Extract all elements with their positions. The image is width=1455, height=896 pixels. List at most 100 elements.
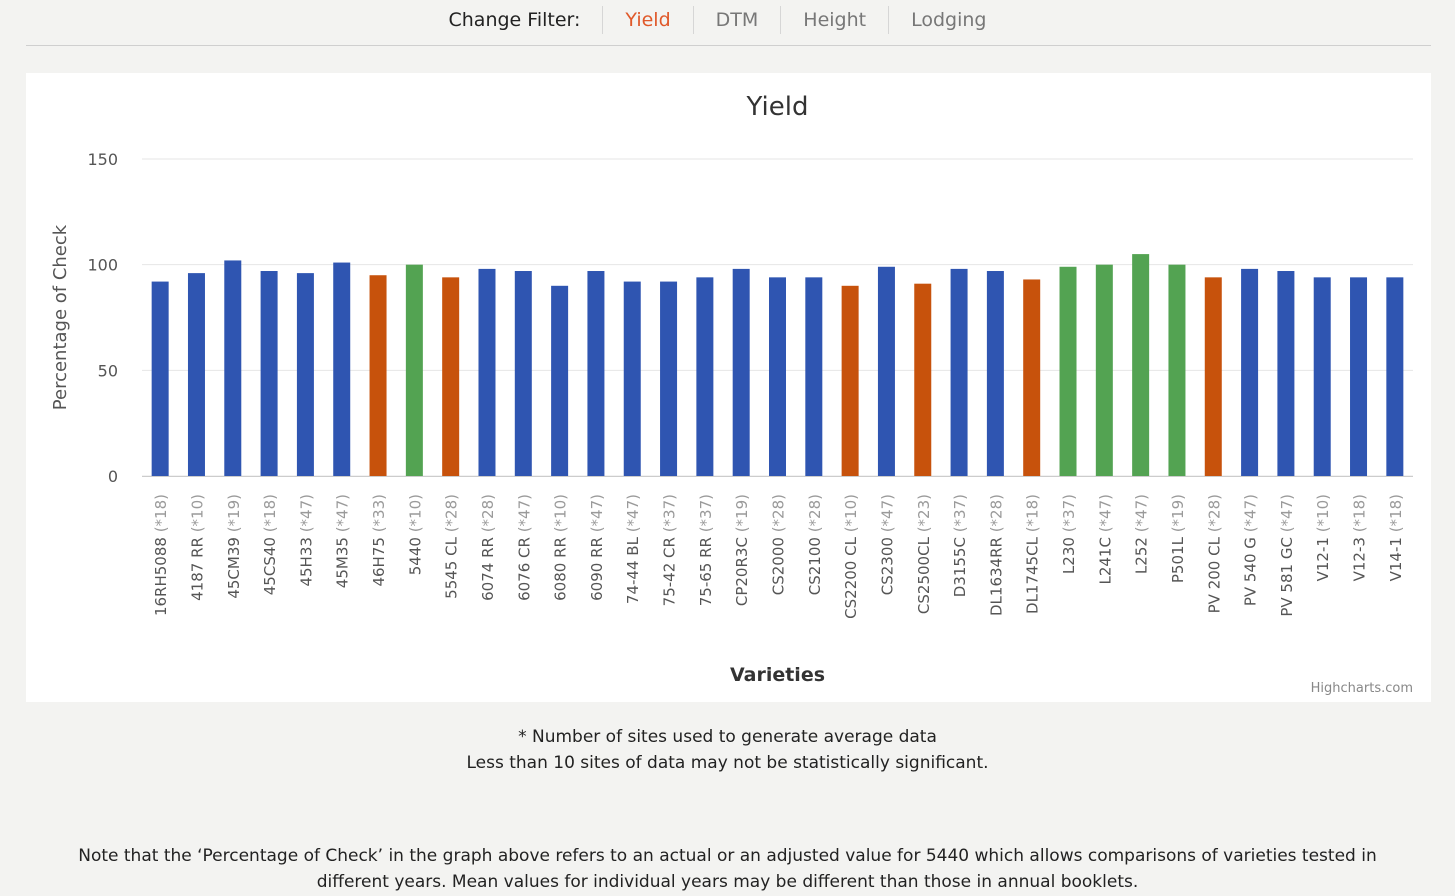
site-count: (*37) xyxy=(951,494,969,532)
site-count: (*28) xyxy=(770,494,788,532)
variety-name: DL1745CL xyxy=(1024,532,1042,614)
variety-name: 46H75 xyxy=(370,532,388,586)
x-tick-label: 75-65 RR (*37) xyxy=(697,494,715,606)
bar-dl1745cl xyxy=(1023,279,1041,476)
x-tick-label: 6090 RR (*47) xyxy=(588,494,606,601)
bar-pv-581-gc xyxy=(1277,271,1295,476)
variety-name: CS2500CL xyxy=(915,532,933,614)
x-tick-label: V12-3 (*18) xyxy=(1351,494,1369,581)
site-count: (*19) xyxy=(733,494,751,532)
variety-name: 5440 xyxy=(406,532,424,575)
filter-options: Change Filter: Yield DTM Height Lodging xyxy=(26,6,1431,34)
x-tick-label: L252 (*47) xyxy=(1133,494,1151,574)
x-tick-label: 5440 (*10) xyxy=(406,494,424,575)
yield-chart: Yield 0 50 100 150 Percentage of Check 16RH508… xyxy=(50,92,1413,686)
bar-45cs40 xyxy=(260,271,278,476)
x-tick-label: PV 581 GC (*47) xyxy=(1278,494,1296,617)
bar-cs2100 xyxy=(805,277,823,476)
highcharts-credit-link[interactable]: Highcharts.com xyxy=(1310,681,1413,696)
site-count: (*10) xyxy=(1314,494,1332,532)
bar-16rh5088 xyxy=(151,281,169,476)
x-tick-label: V14-1 (*18) xyxy=(1387,494,1405,581)
bar-45cm39 xyxy=(224,260,242,476)
bar-75-42-cr xyxy=(660,281,678,476)
bar-cp20r3c xyxy=(732,268,750,476)
bar-46h75 xyxy=(369,275,387,476)
bar-cs2500cl xyxy=(914,283,932,476)
bar-v12-3 xyxy=(1350,277,1368,476)
site-count: (*28) xyxy=(987,494,1005,532)
bar-5440 xyxy=(405,264,423,476)
variety-name: CS2200 CL xyxy=(842,532,860,619)
x-tick-label: 46H75 (*33) xyxy=(370,494,388,587)
site-count: (*47) xyxy=(878,494,896,532)
bar-l230 xyxy=(1059,266,1077,476)
bar-l241c xyxy=(1095,264,1113,476)
y-tick-label: 0 xyxy=(108,467,118,486)
site-count: (*18) xyxy=(152,494,170,532)
bar-6074-rr xyxy=(478,268,496,476)
y-tick-label: 150 xyxy=(87,150,118,169)
filter-option-yield[interactable]: Yield xyxy=(602,6,692,34)
x-tick-label: CS2300 (*47) xyxy=(878,494,896,595)
variety-name: L241C xyxy=(1096,532,1114,584)
filter-label: Change Filter: xyxy=(448,9,581,31)
variety-name: 45CS40 xyxy=(261,532,279,595)
filter-option-lodging[interactable]: Lodging xyxy=(888,6,1008,34)
site-count: (*18) xyxy=(1387,494,1405,532)
variety-name: CS2300 xyxy=(878,532,896,595)
site-count: (*10) xyxy=(552,494,570,532)
filter-option-height[interactable]: Height xyxy=(780,6,888,34)
x-axis-label: Varieties xyxy=(730,664,825,686)
x-tick-label: CS2500CL (*23) xyxy=(915,494,933,614)
x-tick-label: 45CS40 (*18) xyxy=(261,494,279,595)
chart-panel: Yield 0 50 100 150 Percentage of Check 16RH508… xyxy=(26,73,1431,702)
chart-title: Yield xyxy=(746,92,809,122)
filter-option-dtm[interactable]: DTM xyxy=(692,6,781,34)
bar-6076-cr xyxy=(514,271,532,476)
variety-name: 45M35 xyxy=(334,532,352,588)
site-count: (*18) xyxy=(1351,494,1369,532)
bar-d3155c xyxy=(950,268,968,476)
bar-45h33 xyxy=(296,273,314,476)
site-count: (*28) xyxy=(479,494,497,532)
bar-cs2200-cl xyxy=(841,285,859,476)
site-count: (*18) xyxy=(1024,494,1042,532)
x-tick-label: L230 (*37) xyxy=(1060,494,1078,574)
x-tick-label: V12-1 (*10) xyxy=(1314,494,1332,581)
x-tick-label: P501L (*19) xyxy=(1169,494,1187,583)
x-tick-label: 6080 RR (*10) xyxy=(552,494,570,601)
variety-name: L230 xyxy=(1060,532,1078,574)
variety-name: D3155C xyxy=(951,532,969,597)
site-count: (*47) xyxy=(1278,494,1296,532)
x-tick-label: CS2100 (*28) xyxy=(806,494,824,595)
site-count: (*37) xyxy=(661,494,679,532)
bar-cs2000 xyxy=(769,277,786,476)
variety-name: 45CM39 xyxy=(225,532,243,598)
x-tick-label: 6074 RR (*28) xyxy=(479,494,497,601)
x-tick-label: 45H33 (*47) xyxy=(297,494,315,587)
variety-name: 16RH5088 xyxy=(152,532,170,616)
x-tick-label: 75-42 CR (*37) xyxy=(661,494,679,606)
bar-pv-540-g xyxy=(1241,268,1259,476)
bar-p501l xyxy=(1168,264,1186,476)
x-tick-label: 5545 CL (*28) xyxy=(443,494,461,599)
site-count: (*37) xyxy=(697,494,715,532)
site-count: (*19) xyxy=(225,494,243,532)
x-tick-label: CS2000 (*28) xyxy=(770,494,788,595)
site-count: (*18) xyxy=(261,494,279,532)
bar-45m35 xyxy=(333,262,351,476)
variety-name: 5545 CL xyxy=(443,532,461,599)
x-tick-label: 45CM39 (*19) xyxy=(225,494,243,599)
site-count: (*47) xyxy=(297,494,315,532)
site-count: (*10) xyxy=(406,494,424,532)
filter-bar: Change Filter: Yield DTM Height Lodging xyxy=(26,0,1431,46)
variety-name: CP20R3C xyxy=(733,532,751,606)
site-count: (*10) xyxy=(188,494,206,532)
x-tick-label: PV 540 G (*47) xyxy=(1242,494,1260,606)
variety-name: 6080 RR xyxy=(552,532,570,601)
bar-pv-200-cl xyxy=(1204,277,1222,476)
footnote: Note that the ‘Percentage of Check’ in t… xyxy=(78,846,1377,892)
site-count: (*47) xyxy=(588,494,606,532)
bar-4187-rr xyxy=(187,273,205,476)
